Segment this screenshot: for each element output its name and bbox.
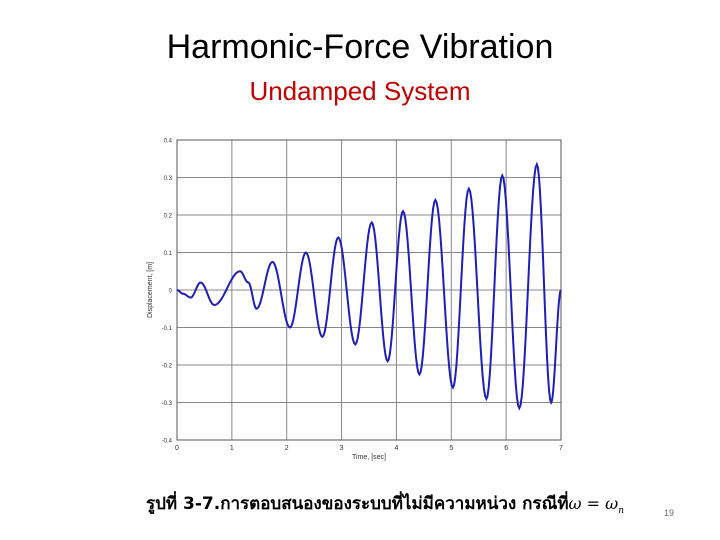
slide-subtitle: Undamped System bbox=[249, 76, 471, 106]
caption-math: ω = ωn bbox=[568, 494, 625, 517]
y-tick-label: 0.1 bbox=[164, 251, 173, 257]
grid-lines bbox=[176, 139, 562, 441]
x-axis-label: Time, [sec] bbox=[352, 454, 386, 461]
x-tick-label: 3 bbox=[340, 445, 344, 452]
y-axis-label: Displacement, [m] bbox=[147, 262, 154, 318]
x-tick-label: 5 bbox=[449, 445, 453, 452]
page-number: 19 bbox=[664, 508, 675, 518]
x-tick-label: 1 bbox=[230, 445, 234, 452]
slide-title: Harmonic-Force Vibration bbox=[166, 28, 554, 66]
y-tick-labels: 0.4 0.3 0.2 0.1 0 -0.1 -0.2 -0.3 -0.4 bbox=[162, 139, 173, 445]
x-tick-label: 0 bbox=[175, 445, 179, 452]
chart-svg: 0.4 0.3 0.2 0.1 0 -0.1 -0.2 -0.3 -0.4 0 1 2 3 4 5 6 7 T… bbox=[147, 139, 563, 462]
displacement-chart: 0.4 0.3 0.2 0.1 0 -0.1 -0.2 -0.3 -0.4 0 1 2 3 4 5 6 7 T… bbox=[140, 128, 580, 468]
y-tick-label: -0.4 bbox=[162, 439, 173, 445]
x-tick-labels: 0 1 2 3 4 5 6 7 bbox=[175, 445, 563, 452]
x-tick-label: 4 bbox=[394, 445, 398, 452]
y-tick-label: -0.1 bbox=[162, 326, 173, 332]
y-tick-label: -0.2 bbox=[162, 364, 173, 370]
caption-text: รูปที่ 3-7.การตอบสนองของระบบที่ไม่มีความ… bbox=[146, 494, 569, 514]
x-tick-label: 7 bbox=[559, 445, 563, 452]
y-tick-label: 0.3 bbox=[164, 176, 173, 182]
displacement-series-line bbox=[176, 161, 562, 411]
y-tick-label: 0.4 bbox=[164, 139, 173, 145]
y-tick-label: -0.3 bbox=[162, 401, 173, 407]
figure-caption: รูปที่ 3-7.การตอบสนองของระบบที่ไม่มีความ… bbox=[146, 490, 624, 517]
x-tick-label: 2 bbox=[285, 445, 289, 452]
x-tick-label: 6 bbox=[504, 445, 508, 452]
y-tick-label: 0.2 bbox=[164, 214, 173, 220]
y-tick-label: 0 bbox=[169, 289, 173, 295]
